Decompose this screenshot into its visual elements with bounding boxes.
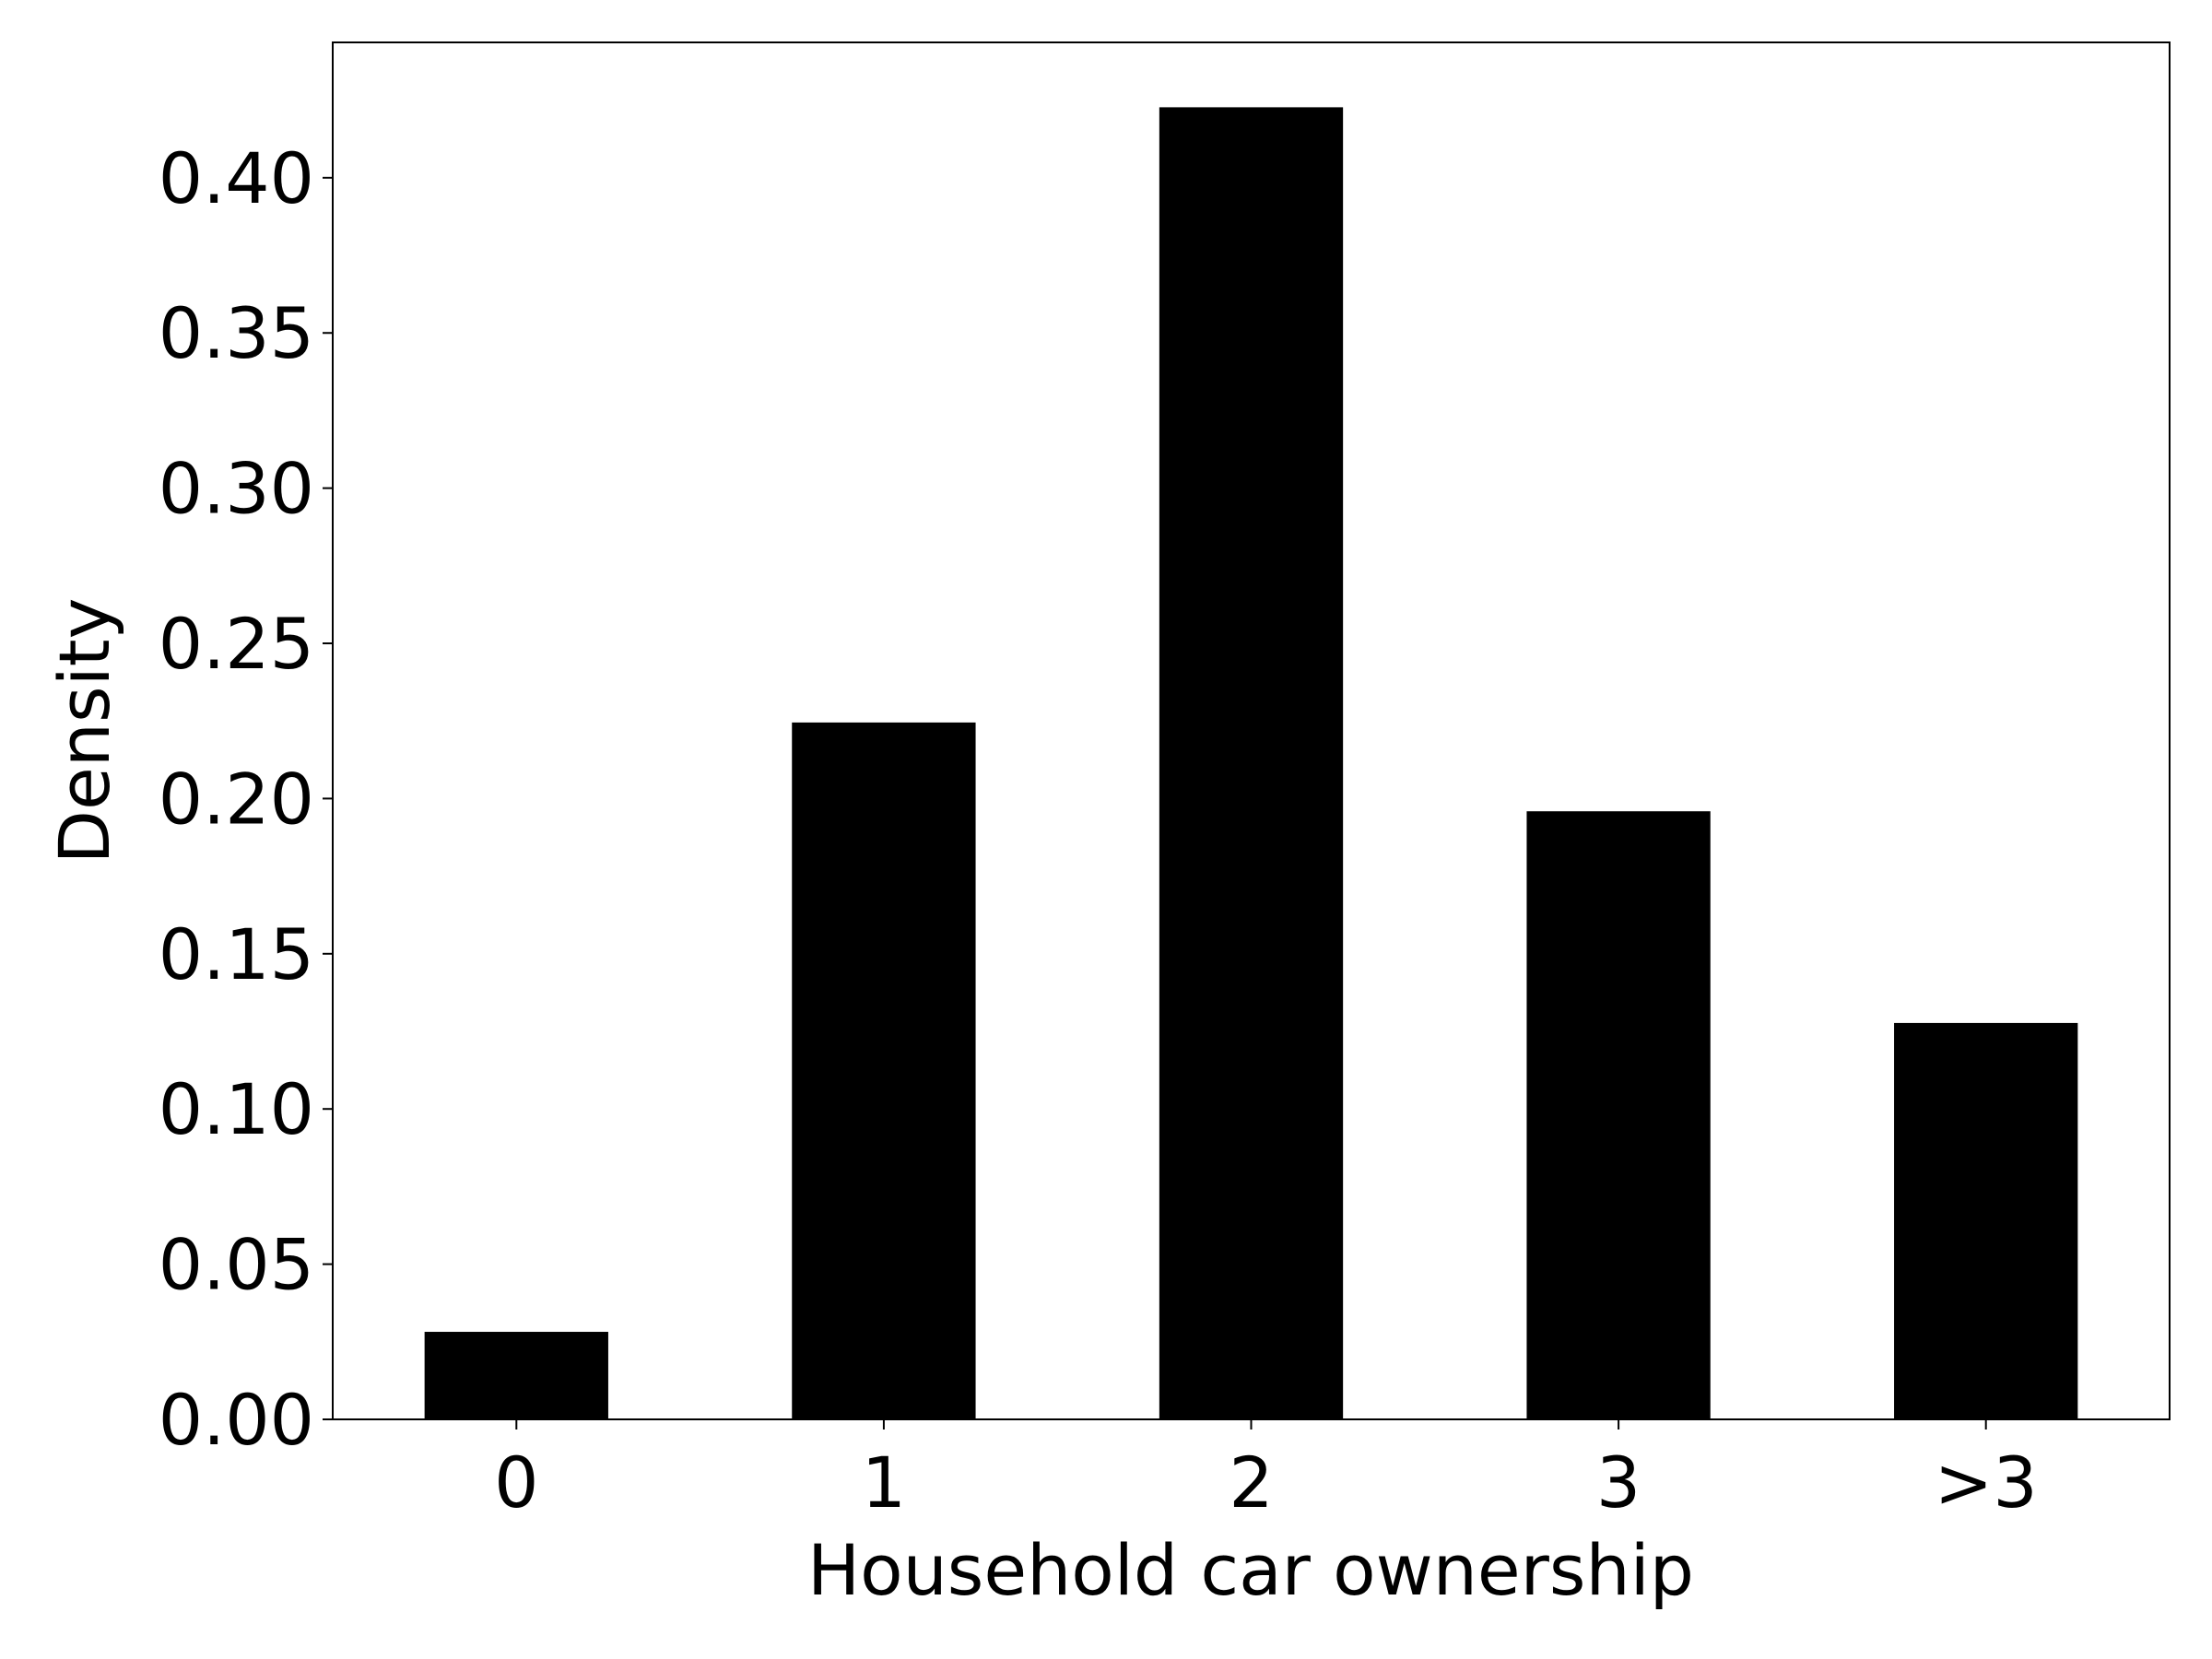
bar <box>1526 811 1711 1419</box>
y-tick-label: 0.20 <box>159 758 314 840</box>
x-tick-label: 3 <box>1596 1441 1641 1524</box>
y-tick-label: 0.40 <box>159 137 314 219</box>
x-tick-label: >3 <box>1935 1441 2038 1524</box>
y-axis-label: Density <box>43 598 125 865</box>
x-axis-label: Household car ownership <box>807 1529 1694 1611</box>
y-tick-label: 0.30 <box>159 448 314 530</box>
bar <box>424 1332 608 1419</box>
plot-frame <box>332 41 2171 1420</box>
x-tick-label: 0 <box>494 1441 538 1524</box>
bar <box>1159 107 1344 1420</box>
y-tick-label: 0.00 <box>159 1379 314 1461</box>
y-tick-label: 0.25 <box>159 603 314 685</box>
bar <box>1894 1022 2078 1419</box>
y-tick-label: 0.35 <box>159 292 314 374</box>
y-tick-label: 0.15 <box>159 913 314 995</box>
x-tick-label: 2 <box>1229 1441 1273 1524</box>
y-tick-label: 0.05 <box>159 1224 314 1306</box>
x-tick-label: 1 <box>862 1441 906 1524</box>
y-tick-label: 0.10 <box>159 1068 314 1150</box>
bar <box>792 722 976 1419</box>
